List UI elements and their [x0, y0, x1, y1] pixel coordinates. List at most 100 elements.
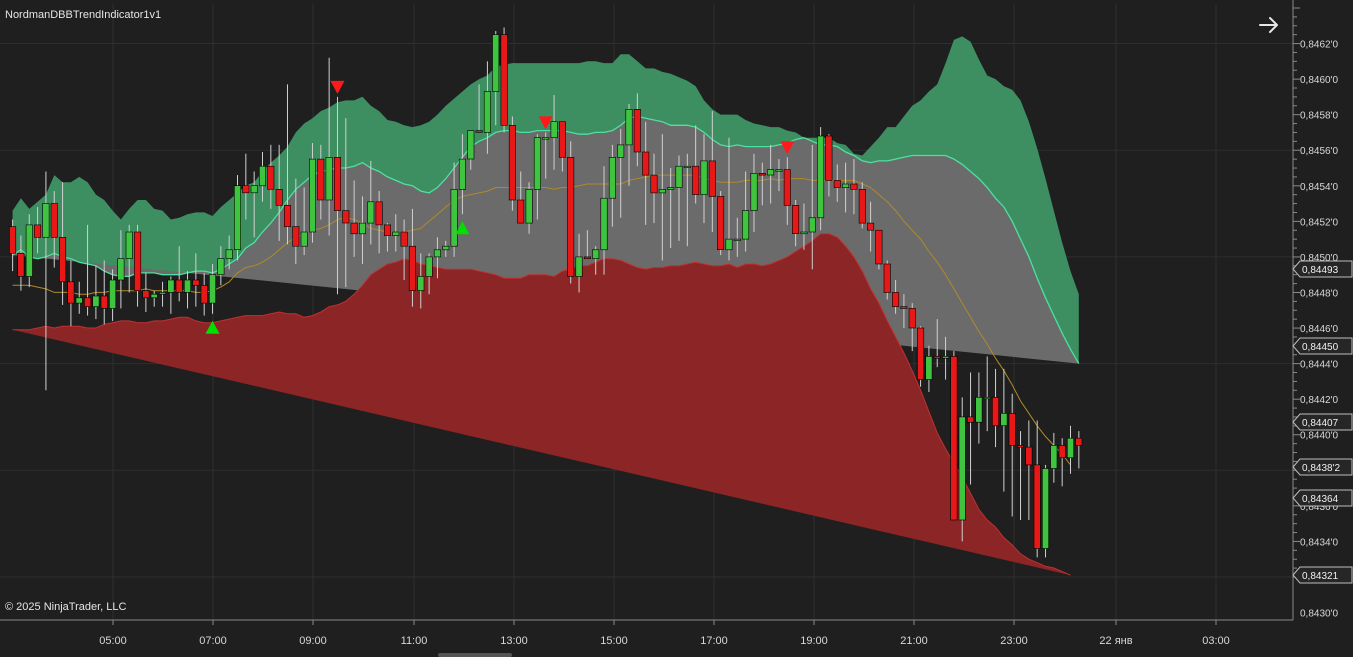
candle-body — [267, 165, 275, 190]
candle-body — [225, 249, 233, 260]
buy-signal-marker — [455, 221, 470, 235]
candle-body — [883, 263, 891, 293]
candle-body — [892, 292, 900, 307]
price-tag-label: 0,84321 — [1302, 571, 1339, 582]
candle-body — [84, 297, 92, 307]
buy-signal-marker — [205, 320, 220, 334]
candle-body — [817, 135, 825, 219]
candle-body — [1050, 445, 1058, 469]
price-tick-label: 0,8462'0 — [1300, 40, 1338, 51]
candle-body — [583, 256, 591, 259]
candle-body — [342, 210, 350, 224]
candle-body — [75, 297, 83, 304]
candle-body — [209, 274, 217, 304]
candle-body — [367, 201, 375, 224]
candle-body — [308, 158, 316, 233]
candle-body — [592, 249, 600, 260]
price-tick-label: 0,8444'0 — [1300, 360, 1338, 371]
price-tick-label: 0,8436'0 — [1300, 502, 1338, 513]
candle-body — [109, 279, 117, 309]
candle-body — [200, 284, 208, 304]
candle-body — [775, 169, 783, 172]
candle-body — [17, 253, 25, 277]
candle-body — [717, 196, 725, 250]
candle-body — [750, 173, 758, 211]
candle-body — [667, 187, 675, 190]
price-tick-label: 0,8434'0 — [1300, 537, 1338, 548]
candle-body — [92, 295, 100, 307]
sell-signal-marker — [330, 80, 345, 94]
price-tick-label: 0,8442'0 — [1300, 395, 1338, 406]
candle-body — [175, 279, 183, 293]
candle-body — [467, 130, 475, 160]
candle-body — [1025, 446, 1033, 466]
candle-body — [608, 157, 616, 199]
candle-body — [842, 183, 850, 188]
candle-body — [983, 396, 991, 400]
candle-body — [700, 160, 708, 195]
candle-body — [633, 109, 641, 153]
time-tick-label: 19:00 — [800, 635, 828, 647]
candle-body — [733, 238, 741, 241]
candle-body — [325, 157, 333, 201]
time-tick-label: 21:00 — [900, 635, 928, 647]
price-tag-label: 0,84450 — [1302, 342, 1339, 353]
arrow-right-icon[interactable] — [1256, 12, 1282, 38]
candle-body — [283, 205, 291, 227]
candle-body — [392, 231, 400, 236]
price-tag — [1292, 413, 1353, 431]
candle-body — [850, 183, 858, 190]
candle-body — [825, 135, 833, 181]
candle-body — [1000, 412, 1008, 426]
candle-body — [150, 293, 158, 299]
candle-body — [450, 189, 458, 247]
candle-body — [1075, 437, 1083, 446]
time-tick-label: 11:00 — [401, 635, 428, 647]
candle-body — [142, 290, 150, 299]
price-tick-label: 0,8448'0 — [1300, 288, 1338, 299]
copyright-notice: © 2025 NinjaTrader, LLC — [5, 601, 127, 613]
candle-body — [558, 121, 566, 158]
candle-body — [533, 137, 541, 190]
candle-body — [875, 229, 883, 265]
price-tick-label: 0,8456'0 — [1300, 146, 1338, 157]
candle-body — [642, 151, 650, 176]
candle-body — [508, 125, 516, 201]
horizontal-scrollbar-thumb[interactable] — [438, 653, 512, 657]
candle-body — [975, 396, 983, 423]
candle-body — [159, 292, 167, 295]
sell-signal-marker — [780, 141, 795, 155]
candle-body — [125, 231, 133, 260]
candle-body — [134, 231, 142, 292]
time-tick-label: 05:00 — [99, 635, 127, 647]
lower-band-line — [12, 233, 1071, 576]
candle-body — [1042, 468, 1050, 549]
time-tick-label: 07:00 — [199, 635, 227, 647]
candle-body — [375, 201, 383, 226]
candle-body — [1067, 437, 1075, 459]
price-tick-label: 0,8430'0 — [1300, 609, 1338, 620]
candle-body — [517, 199, 525, 224]
price-axis — [1293, 0, 1353, 657]
candle-body — [800, 231, 808, 235]
candle-body — [1016, 445, 1024, 448]
candle-body — [425, 256, 433, 277]
candle-body — [442, 245, 450, 251]
price-tag — [1292, 458, 1353, 476]
candle-body — [217, 258, 225, 276]
time-tick-label: 15:00 — [600, 635, 628, 647]
candle-body — [792, 205, 800, 235]
candle-body — [9, 226, 17, 254]
price-tag-label: 0,84493 — [1302, 265, 1339, 276]
indicator-title: NordmanDBBTrendIndicator1v1 — [5, 9, 162, 21]
candle-body — [708, 160, 716, 197]
candle-body — [417, 276, 425, 291]
candle-body — [458, 158, 466, 190]
candle-body — [400, 231, 408, 247]
candle-body — [767, 169, 775, 176]
candle-body — [350, 222, 358, 235]
price-tag — [1292, 489, 1353, 507]
candle-body — [550, 121, 558, 138]
